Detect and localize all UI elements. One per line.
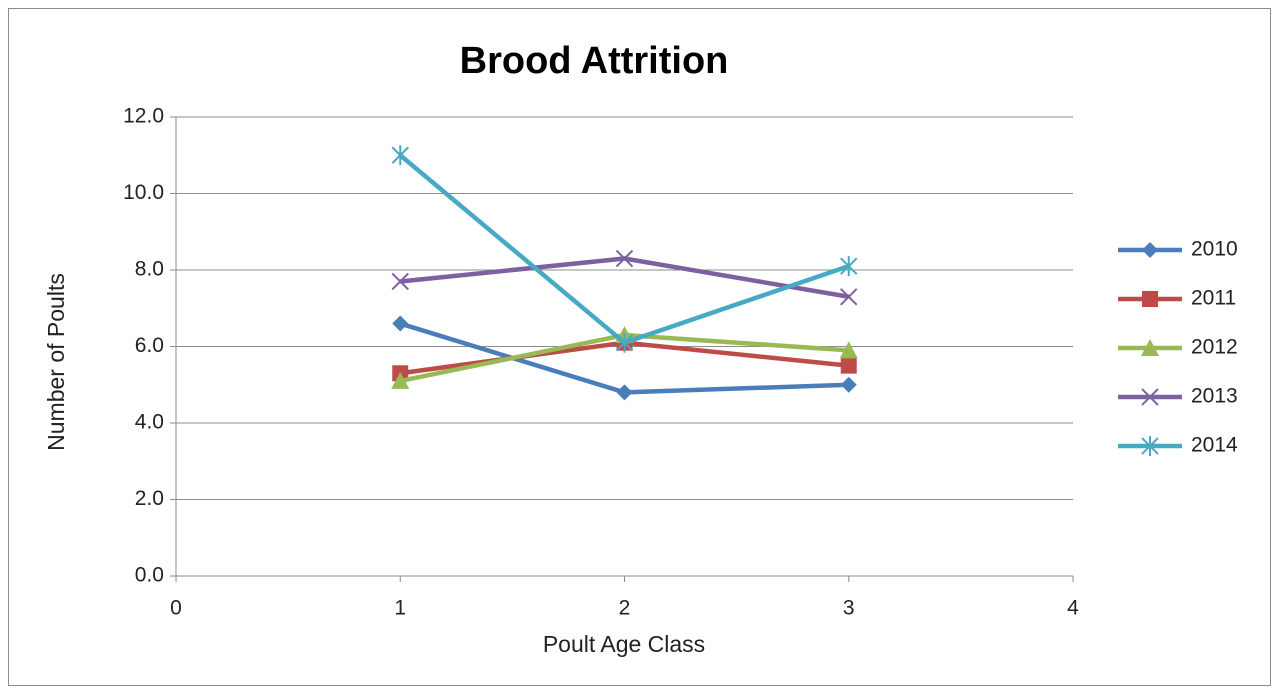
- legend-label: 2013: [1191, 385, 1238, 408]
- legend-label: 2011: [1191, 287, 1236, 310]
- x-tick-label: 4: [1067, 597, 1079, 620]
- legend-label: 2014: [1191, 434, 1238, 457]
- x-tick-label: 2: [619, 597, 631, 620]
- legend-label: 2010: [1191, 238, 1238, 261]
- marker: [1141, 436, 1159, 456]
- x-tick-label: 3: [843, 597, 855, 620]
- series: [392, 315, 857, 401]
- marker: [616, 384, 633, 401]
- y-tick-label: 8.0: [135, 258, 164, 281]
- series: [391, 145, 858, 353]
- x-tick-label: 0: [170, 597, 182, 620]
- marker: [840, 357, 857, 374]
- marker: [391, 272, 409, 291]
- marker: [615, 332, 634, 353]
- y-tick-label: 4.0: [135, 411, 164, 434]
- marker: [840, 256, 858, 277]
- marker: [1141, 388, 1159, 406]
- marker: [615, 249, 634, 268]
- y-tick-label: 6.0: [135, 334, 164, 357]
- y-tick-label: 2.0: [135, 487, 164, 510]
- series: [391, 249, 858, 306]
- y-tick-label: 10.0: [123, 181, 164, 204]
- marker: [840, 288, 858, 306]
- y-tick-label: 12.0: [123, 105, 164, 128]
- y-tick-label: 0.0: [135, 564, 164, 587]
- chart-title: Brood Attrition: [460, 40, 729, 82]
- x-axis-label: Poult Age Class: [543, 631, 705, 657]
- marker: [839, 341, 858, 359]
- x-tick-label: 1: [394, 597, 406, 620]
- marker: [1141, 339, 1159, 356]
- marker: [840, 376, 857, 393]
- marker: [1142, 242, 1158, 258]
- legend-label: 2012: [1191, 336, 1238, 359]
- marker: [391, 145, 409, 166]
- y-axis-label: Number of Poults: [43, 273, 69, 451]
- marker: [392, 315, 409, 332]
- marker: [1142, 291, 1158, 307]
- marker: [391, 371, 410, 389]
